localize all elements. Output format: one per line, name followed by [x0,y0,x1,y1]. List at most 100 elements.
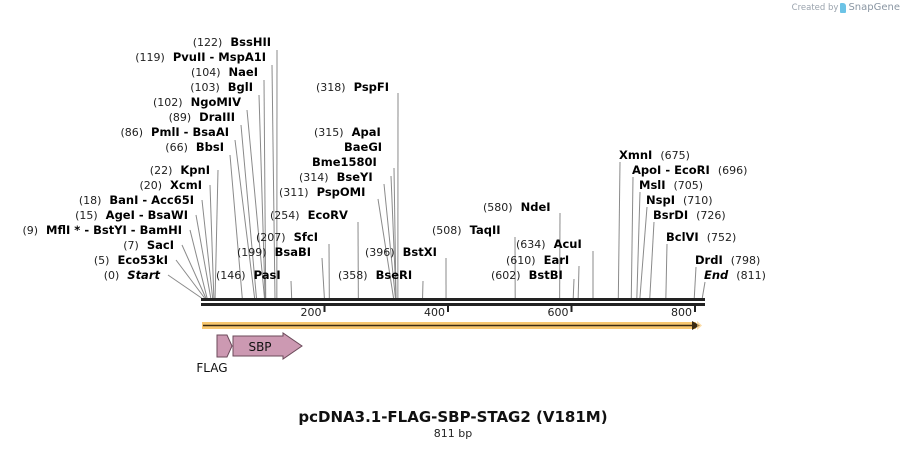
site-position: (89) [169,111,192,124]
enzyme-name: NspI [646,193,675,207]
restriction-site-label[interactable]: (122) BssHII [193,35,271,49]
tick-label: 600 [548,306,569,319]
restriction-site-label[interactable]: (602) BstBI [491,268,563,282]
enzyme-name: DraIII [199,110,235,124]
feature-sbp[interactable] [232,332,303,360]
enzyme-name: DrdI [695,253,723,267]
feature-flag[interactable] [216,334,233,358]
enzyme-name: ApoI - EcoRI [632,163,710,177]
svg-text:(66)BbsI: (66) BbsI [165,140,224,154]
plasmid-length: 811 bp [433,427,473,440]
restriction-site-label[interactable]: (119) PvuII - MspA1I [135,50,266,64]
enzyme-name: BsrDI [653,208,688,222]
svg-text:BaeGI: BaeGI [344,140,382,154]
enzyme-name: BglI [228,80,253,94]
site-position: (104) [191,66,221,79]
restriction-site-label[interactable]: (7) SacI [123,238,174,252]
site-position: (18) [79,194,102,207]
snapgene-logo-icon [840,2,847,13]
restriction-site-label[interactable]: (103) BglI [190,80,253,94]
enzyme-name: NgoMIV [191,95,241,109]
restriction-site-label[interactable]: (199) BsaBI [237,245,311,259]
restriction-site-label[interactable]: (318) PspFI [316,80,389,94]
enzyme-name: SacI [147,238,174,252]
site-position: (122) [193,36,223,49]
restriction-site-label[interactable]: (207) SfcI [256,230,318,244]
restriction-site-label[interactable]: (311) PspOMI [279,185,365,199]
site-position: (102) [153,96,183,109]
enzyme-name: PasI [254,268,281,282]
site-position: (580) [483,201,513,214]
sbp-label: SBP [248,340,271,354]
restriction-site-label[interactable]: (66) BbsI [165,140,224,154]
svg-text:(9)MflI * - BstYI - BamHI: (9) MflI * - BstYI - BamHI [22,223,182,237]
restriction-site-label[interactable]: (89) DraIII [169,110,235,124]
svg-text:(15)AgeI - BsaWI: (15) AgeI - BsaWI [75,208,188,222]
svg-text:(146)PasI: (146) PasI [216,268,281,282]
restriction-site-label[interactable]: (20) XcmI [139,178,202,192]
svg-text:(102)NgoMIV: (102) NgoMIV [153,95,241,109]
svg-text:(86)PmlI - BsaAI: (86) PmlI - BsaAI [120,125,229,139]
restriction-site-label[interactable]: Bme1580I [312,155,377,169]
site-position: (318) [316,81,346,94]
restriction-site-label[interactable]: (18) BanI - Acc65I [79,193,194,207]
enzyme-name: XcmI [170,178,202,192]
restriction-site-label[interactable]: (396) BstXI [365,245,437,259]
restriction-site-label[interactable]: (508) TaqII [432,223,501,237]
restriction-site-label[interactable]: (104) NaeI [191,65,258,79]
restriction-site-label[interactable]: ApoI - EcoRI (696) [632,163,747,177]
enzyme-name: Start [127,268,160,282]
tick-mark [447,306,449,312]
restriction-site-label[interactable]: BsrDI (726) [653,208,726,222]
snapgene-branding: Created by SnapGene [792,2,900,13]
restriction-site-label[interactable]: End (811) [704,268,766,282]
svg-text:(311)PspOMI: (311) PspOMI [279,185,365,199]
plasmid-title: pcDNA3.1-FLAG-SBP-STAG2 (V181M) [298,408,608,426]
restriction-site-label[interactable]: (146) PasI [216,268,281,282]
restriction-site-label[interactable]: (580) NdeI [483,200,551,214]
restriction-site-label[interactable]: BaeGI [344,140,382,154]
svg-text:(610)EarI: (610) EarI [506,253,569,267]
flag-label: FLAG [196,361,227,375]
svg-text:DrdI(798): DrdI (798) [695,253,760,267]
site-position: (696) [718,164,748,177]
restriction-site-label[interactable]: (610) EarI [506,253,569,267]
restriction-site-label[interactable]: (102) NgoMIV [153,95,241,109]
enzyme-name: NaeI [229,65,258,79]
svg-text:ApoI - EcoRI(696): ApoI - EcoRI (696) [632,163,747,177]
site-position: (66) [165,141,188,154]
restriction-site-label[interactable]: (86) PmlI - BsaAI [120,125,229,139]
restriction-site-label[interactable]: XmnI (675) [619,148,690,162]
svg-text:(122)BssHII: (122) BssHII [193,35,271,49]
restriction-site-label[interactable]: MslI (705) [639,178,703,192]
restriction-site-label[interactable]: (9) MflI * - BstYI - BamHI [22,223,182,237]
restriction-site-label[interactable]: (314) BseYI [299,170,373,184]
restriction-site-label[interactable]: (358) BseRI [338,268,412,282]
svg-text:(20)XcmI: (20) XcmI [139,178,202,192]
orf-arrow[interactable] [202,321,702,330]
svg-text:BclVI(752): BclVI (752) [666,230,736,244]
restriction-site-label[interactable]: (15) AgeI - BsaWI [75,208,188,222]
enzyme-name: AgeI - BsaWI [106,208,188,222]
restriction-site-label[interactable]: (254) EcoRV [270,208,348,222]
enzyme-name: MflI * - BstYI - BamHI [46,223,182,237]
restriction-site-label[interactable]: (5) Eco53kI [94,253,168,267]
restriction-site-label[interactable]: (634) AcuI [516,237,582,251]
restriction-site-label[interactable]: (22) KpnI [150,163,210,177]
site-leader-lines [167,49,706,299]
restriction-site-label[interactable]: (315) ApaI [314,125,381,139]
site-position: (602) [491,269,521,282]
site-position: (726) [696,209,726,222]
restriction-site-label[interactable]: BclVI (752) [666,230,736,244]
tick-label: 200 [301,306,322,319]
svg-text:(207)SfcI: (207) SfcI [256,230,318,244]
svg-text:(580)NdeI: (580) NdeI [483,200,551,214]
enzyme-name: Eco53kI [117,253,168,267]
enzyme-name: Bme1580I [312,155,377,169]
ruler-ticks: 200 400 600 800 [301,306,696,319]
restriction-site-label[interactable]: DrdI (798) [695,253,760,267]
svg-text:(89)DraIII: (89) DraIII [169,110,235,124]
site-position: (610) [506,254,536,267]
restriction-site-label[interactable]: NspI (710) [646,193,713,207]
restriction-site-label[interactable]: (0) Start [104,268,161,282]
